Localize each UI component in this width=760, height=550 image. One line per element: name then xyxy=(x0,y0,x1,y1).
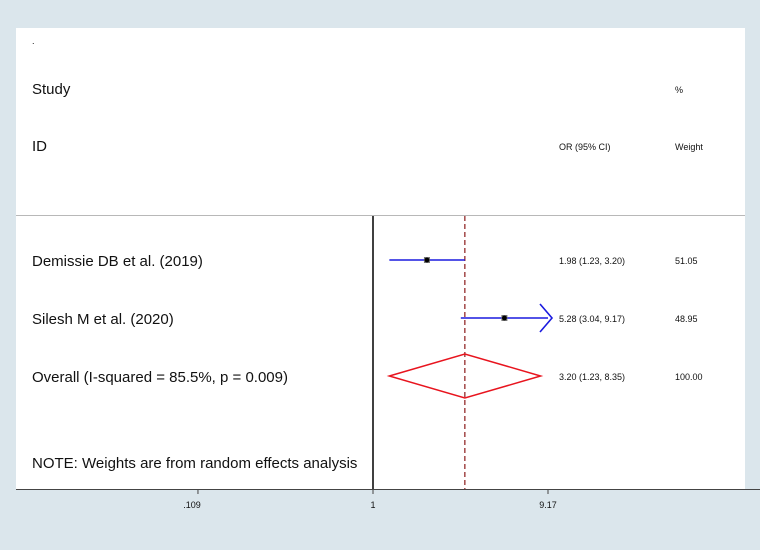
point-estimate xyxy=(424,257,430,263)
point-estimate xyxy=(502,315,507,321)
percent-header: % xyxy=(675,85,684,95)
x-tick-label: 1 xyxy=(370,500,376,510)
study-weight: 51.05 xyxy=(675,256,698,266)
plot-panel xyxy=(16,28,745,489)
study-label: Demissie DB et al. (2019) xyxy=(32,253,203,270)
study-label: Silesh M et al. (2020) xyxy=(32,311,174,328)
truncation-arrow xyxy=(539,303,554,333)
study-ci-text: 1.98 (1.23, 3.20) xyxy=(559,256,626,266)
x-axis-line xyxy=(16,489,760,490)
overall-label: Overall (I-squared = 85.5%, p = 0.009) xyxy=(32,369,288,386)
x-tick-label: .109 xyxy=(183,500,201,510)
note-text: NOTE: Weights are from random effects an… xyxy=(32,455,358,472)
overall-ci-text: 3.20 (1.23, 8.35) xyxy=(559,372,626,382)
id-header: ID xyxy=(32,138,47,155)
overall-diamond xyxy=(386,353,544,399)
weight-header: Weight xyxy=(675,142,703,152)
header-dot: . xyxy=(32,36,35,46)
study-header: Study xyxy=(32,81,71,98)
or-ci-header: OR (95% CI) xyxy=(559,142,611,152)
study-weight: 48.95 xyxy=(675,314,698,324)
header-divider xyxy=(16,215,745,216)
x-tick-label: 9.17 xyxy=(539,500,557,510)
study-ci-text: 5.28 (3.04, 9.17) xyxy=(559,314,626,324)
overall-weight: 100.00 xyxy=(675,372,703,382)
